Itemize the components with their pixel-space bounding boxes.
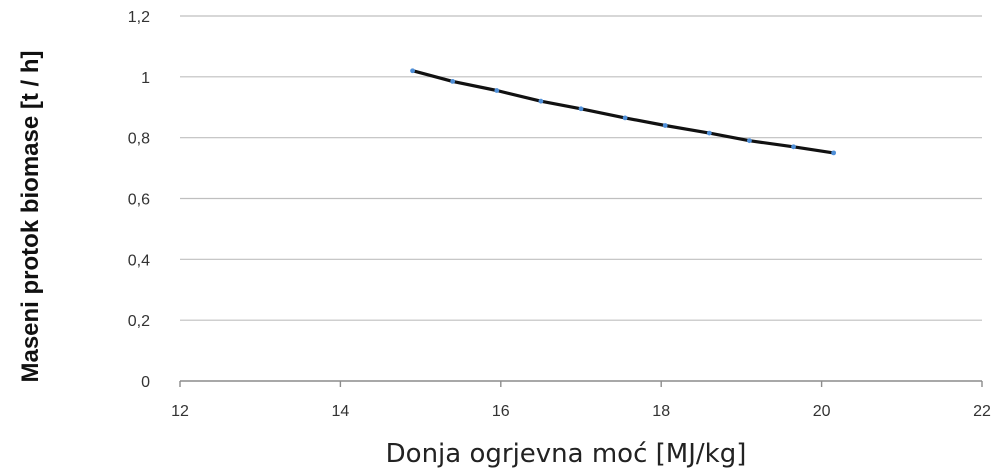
data-point <box>450 78 456 84</box>
y-tick-label: 0 <box>141 374 150 391</box>
y-tick-label: 1 <box>141 70 150 87</box>
x-axis-title: Donja ogrjevna moć [MJ/kg] <box>386 439 747 469</box>
data-point <box>747 138 752 144</box>
x-tick-label: 14 <box>332 403 350 420</box>
x-tick-label: 20 <box>813 403 831 420</box>
x-tick-label: 18 <box>652 403 670 420</box>
x-tick-label: 16 <box>492 403 510 420</box>
data-point <box>706 130 712 136</box>
data-point <box>410 68 415 74</box>
gridlines <box>180 15 982 321</box>
data-point <box>791 144 796 150</box>
y-tick-label: 1,2 <box>128 9 150 26</box>
x-tick-label: 12 <box>171 403 189 420</box>
tick-labels: 0 0,2 0,4 0,6 0,8 1 1,2 12 14 16 18 20 22 <box>128 9 991 420</box>
data-point <box>622 115 628 121</box>
data-point <box>494 88 500 93</box>
y-tick-label: 0,6 <box>128 192 150 209</box>
data-point <box>578 106 584 112</box>
y-tick-label: 0,4 <box>128 252 150 269</box>
series-line <box>411 69 836 155</box>
data-point <box>662 123 668 128</box>
y-tick-label: 0,8 <box>128 131 150 148</box>
x-tick-label: 22 <box>973 403 991 420</box>
y-axis-title: Maseni protok biomase [t / h] <box>17 50 44 382</box>
data-point <box>538 98 544 104</box>
axes <box>179 380 983 387</box>
data-point <box>831 150 837 156</box>
y-tick-label: 0,2 <box>128 313 150 330</box>
series-layer <box>410 68 837 156</box>
